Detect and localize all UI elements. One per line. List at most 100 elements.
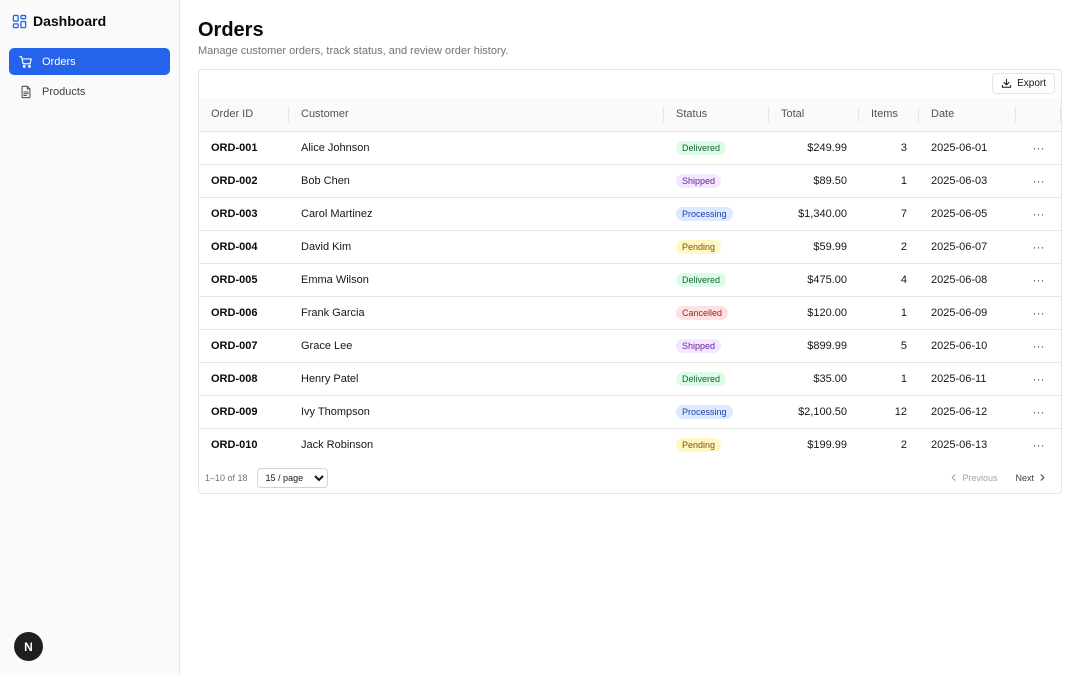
sidebar-item-products[interactable]: Products — [9, 78, 170, 105]
table-row[interactable]: ORD-006 Frank Garcia Cancelled $120.00 1 2025… — [199, 296, 1061, 329]
total-cell: $199.99 — [807, 438, 847, 451]
column-header-status[interactable]: Status — [664, 98, 769, 132]
document-icon — [21, 85, 31, 98]
column-header-customer[interactable]: Customer — [289, 98, 664, 132]
export-button[interactable]: Export — [992, 73, 1055, 94]
table-row[interactable]: ORD-009 Ivy Thompson Processing $2,100.50 12… — [199, 395, 1061, 428]
table-row[interactable]: ORD-008 Henry Patel Delivered $35.00 1 2025-0… — [199, 362, 1061, 395]
sidebar-item-orders[interactable]: Orders — [9, 48, 170, 75]
previous-label: Previous — [962, 472, 998, 483]
page-size-select[interactable]: 15 / page — [256, 467, 328, 488]
items-cell: 7 — [900, 207, 907, 220]
order-id-cell: ORD-004 — [211, 240, 258, 253]
status-badge: Shipped — [676, 173, 722, 188]
orders-table: Order ID Customer Status Total Items Dat… — [199, 98, 1061, 461]
date-cell: 2025-06-03 — [931, 174, 988, 187]
date-cell: 2025-06-08 — [931, 273, 988, 286]
status-badge: Pending — [676, 239, 722, 254]
table-row[interactable]: ORD-004 David Kim Pending $59.99 2 2025-06-07… — [199, 230, 1061, 263]
items-cell: 1 — [900, 372, 907, 385]
column-header-date[interactable]: Date — [919, 98, 1016, 132]
order-id-cell: ORD-006 — [211, 306, 258, 319]
customer-cell: Emma Wilson — [301, 273, 369, 286]
table-row[interactable]: ORD-010 Jack Robinson Pending $199.99 2 2025-… — [199, 428, 1061, 461]
column-header-label: Date — [931, 108, 955, 121]
sidebar-nav: Orders Products — [0, 48, 179, 105]
row-actions-button[interactable]: ··· — [1016, 131, 1061, 164]
column-divider[interactable] — [918, 107, 919, 122]
column-divider[interactable] — [1015, 107, 1016, 122]
date-cell: 2025-06-07 — [931, 240, 988, 253]
column-divider[interactable] — [1060, 107, 1061, 122]
status-badge: Delivered — [676, 140, 727, 155]
items-cell: 4 — [900, 273, 907, 286]
column-header-total[interactable]: Total — [769, 98, 859, 132]
row-actions-button[interactable]: ··· — [1016, 230, 1061, 263]
chevron-right-icon — [1040, 474, 1045, 481]
sidebar: Dashboard Orders Products N — [0, 0, 180, 675]
row-actions-button[interactable]: ··· — [1016, 164, 1061, 197]
next-button[interactable]: Next — [1015, 473, 1047, 483]
customer-cell: Ivy Thompson — [301, 405, 370, 418]
more-horizontal-icon: ··· — [1032, 305, 1045, 320]
row-actions-button[interactable]: ··· — [1016, 263, 1061, 296]
column-divider[interactable] — [663, 107, 664, 122]
row-actions-button[interactable]: ··· — [1016, 296, 1061, 329]
page-subtitle: Manage customer orders, track status, an… — [198, 45, 509, 57]
row-actions-button[interactable]: ··· — [1016, 428, 1061, 461]
date-cell: 2025-06-01 — [931, 141, 988, 154]
items-cell: 2 — [900, 438, 907, 451]
order-id-cell: ORD-008 — [211, 372, 258, 385]
more-horizontal-icon: ··· — [1032, 437, 1045, 452]
table-row[interactable]: ORD-003 Carol Martinez Processing $1,340.00… — [199, 197, 1061, 230]
chevron-left-icon — [952, 474, 956, 481]
total-cell: $475.00 — [807, 273, 847, 286]
status-badge: Pending — [676, 437, 722, 452]
more-horizontal-icon: ··· — [1032, 206, 1045, 221]
sidebar-item-label: Orders — [42, 55, 76, 68]
status-cell: Processing — [664, 197, 769, 230]
order-id-cell: ORD-005 — [211, 273, 258, 286]
date-cell: 2025-06-13 — [931, 438, 988, 451]
status-cell: Cancelled — [664, 296, 769, 329]
customer-cell: Jack Robinson — [301, 438, 374, 451]
status-cell: Processing — [664, 395, 769, 428]
status-cell: Pending — [664, 230, 769, 263]
table-row[interactable]: ORD-001 Alice Johnson Delivered $249.99 3 202… — [199, 131, 1061, 164]
column-divider[interactable] — [858, 107, 859, 122]
row-actions-button[interactable]: ··· — [1016, 395, 1061, 428]
brand[interactable]: Dashboard — [0, 1, 179, 41]
status-cell: Delivered — [664, 263, 769, 296]
items-cell: 3 — [900, 141, 907, 154]
row-actions-button[interactable]: ··· — [1016, 197, 1061, 230]
more-horizontal-icon: ··· — [1032, 140, 1045, 155]
row-actions-button[interactable]: ··· — [1016, 329, 1061, 362]
order-id-cell: ORD-007 — [211, 339, 258, 352]
status-badge: Processing — [676, 206, 733, 221]
items-cell: 12 — [894, 405, 907, 418]
table-row[interactable]: ORD-005 Emma Wilson Delivered $475.00 4 2025-… — [199, 263, 1061, 296]
previous-button[interactable]: Previous — [949, 473, 997, 483]
total-cell: $59.99 — [813, 240, 847, 253]
table-row[interactable]: ORD-007 Grace Lee Shipped $899.99 5 2025-06-1… — [199, 329, 1061, 362]
column-header-items[interactable]: Items — [859, 98, 919, 132]
table-row[interactable]: ORD-002 Bob Chen Shipped $89.50 1 2025-06-03 ·… — [199, 164, 1061, 197]
column-header-order-id[interactable]: Order ID — [199, 98, 289, 132]
avatar[interactable]: N — [14, 632, 43, 661]
status-badge: Delivered — [676, 371, 727, 386]
more-horizontal-icon: ··· — [1032, 338, 1045, 353]
total-cell: $1,340.00 — [798, 207, 847, 220]
customer-cell: Alice Johnson — [301, 141, 370, 154]
customer-cell: Frank Garcia — [301, 306, 365, 319]
customer-cell: Bob Chen — [301, 174, 350, 187]
column-divider[interactable] — [288, 107, 289, 122]
date-cell: 2025-06-10 — [931, 339, 988, 352]
customer-cell: David Kim — [301, 240, 352, 253]
column-divider[interactable] — [768, 107, 769, 122]
order-id-cell: ORD-001 — [211, 141, 258, 154]
total-cell: $120.00 — [807, 306, 847, 319]
table-toolbar: Export — [199, 70, 1061, 98]
column-header-label: Items — [871, 108, 898, 121]
row-actions-button[interactable]: ··· — [1016, 362, 1061, 395]
status-cell: Delivered — [664, 131, 769, 164]
